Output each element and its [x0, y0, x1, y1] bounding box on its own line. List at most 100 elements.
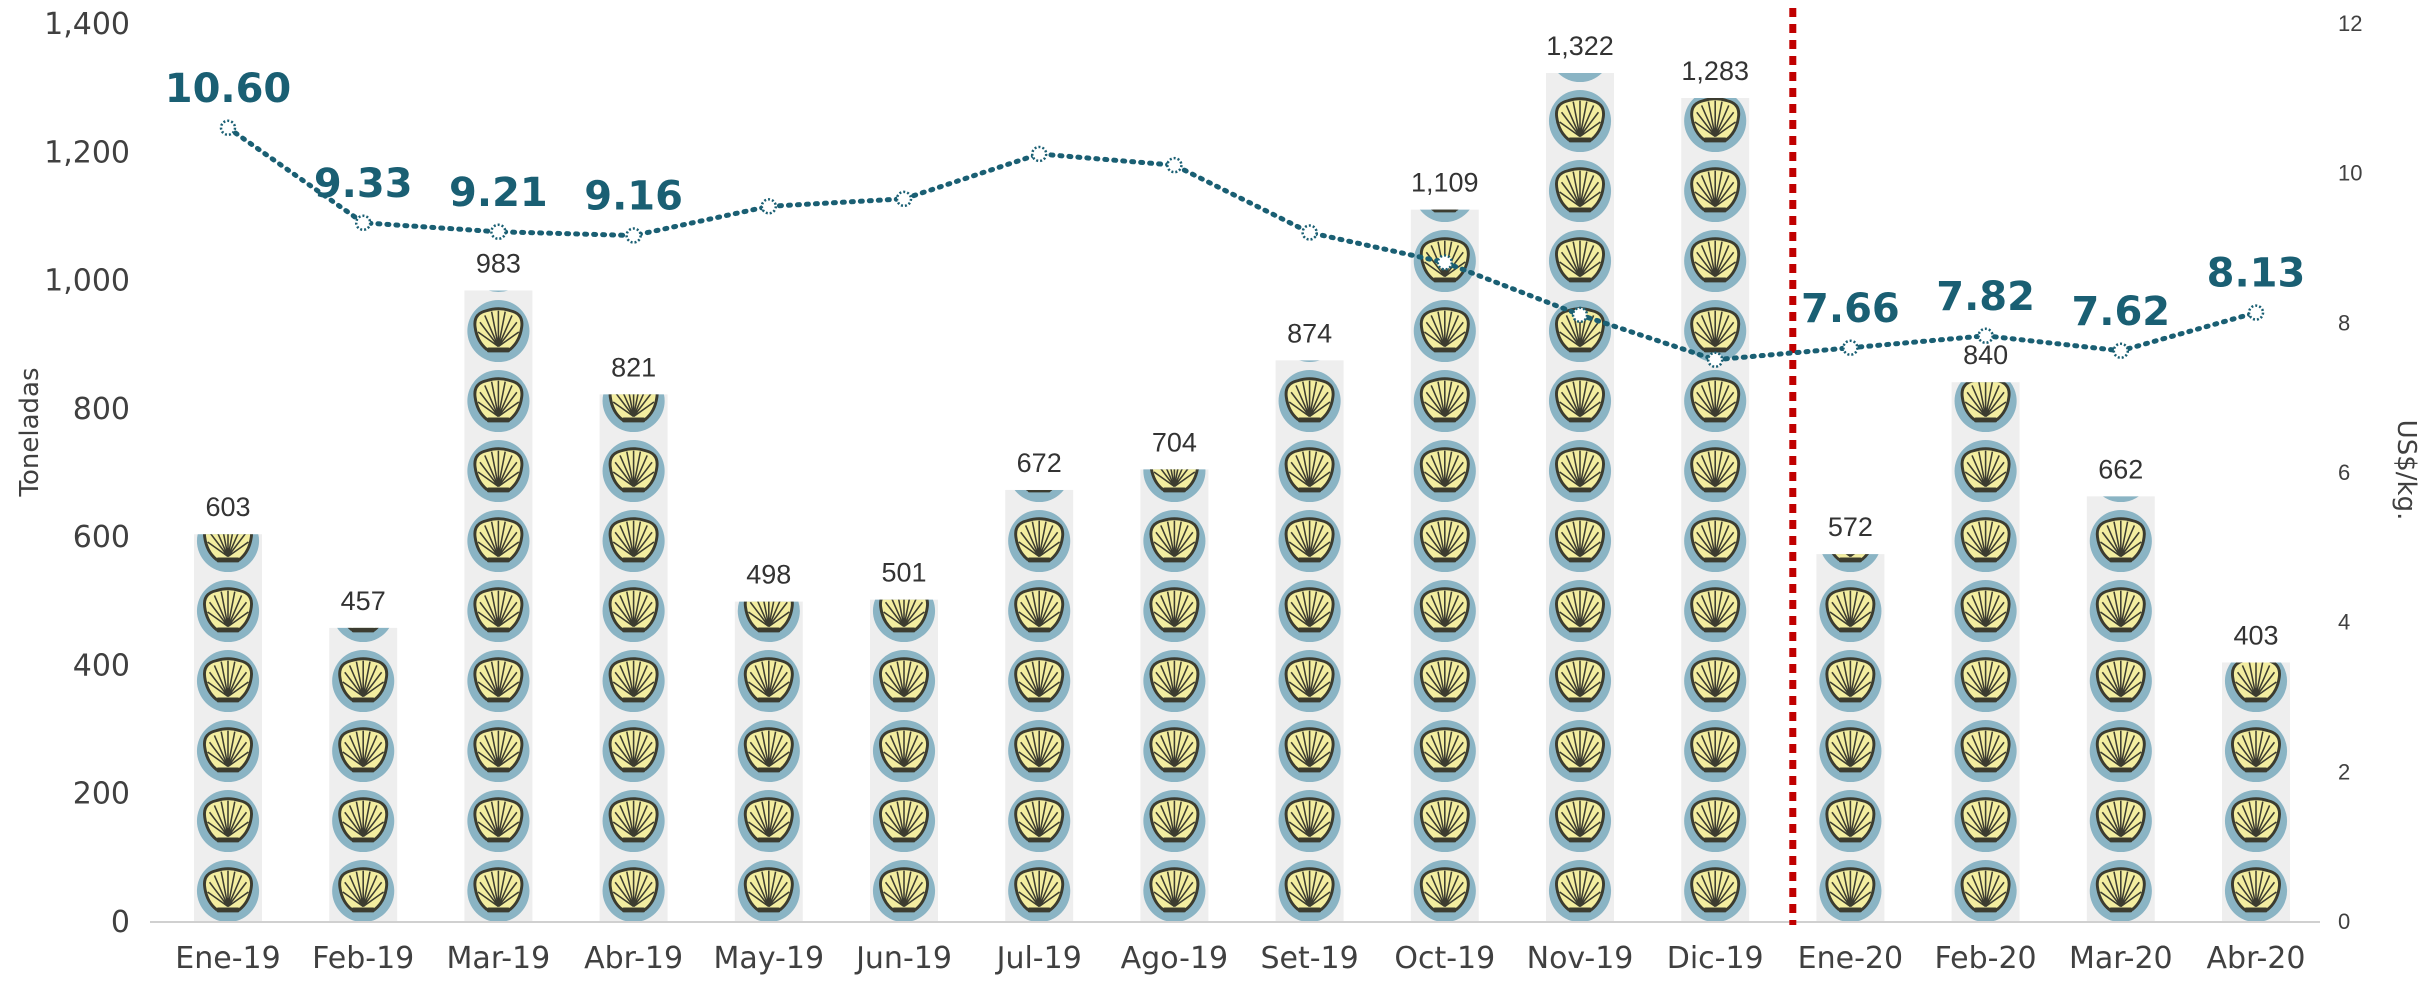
bar: 983	[464, 248, 533, 921]
y2-tick-label: 2	[2338, 759, 2350, 784]
y-tick-label: 200	[73, 777, 130, 812]
scallop-shell-icon	[601, 788, 667, 854]
scallop-shell-icon	[1277, 578, 1343, 644]
scallop-shell-icon	[2088, 858, 2154, 921]
scallop-shell-icon	[465, 648, 531, 714]
y-tick-label: 600	[73, 520, 130, 555]
bar-value-label: 1,322	[1546, 31, 1614, 61]
bar-value-label: 662	[2098, 454, 2143, 484]
shell-stack	[1953, 382, 2019, 921]
scallop-shell-icon	[1682, 228, 1748, 294]
scallop-shell-icon	[1141, 788, 1207, 854]
scallop-shell-icon	[330, 648, 396, 714]
scallop-shell-icon	[1817, 858, 1883, 921]
scallop-shell-icon	[1682, 858, 1748, 922]
bar: 1,322	[1546, 31, 1614, 921]
scallop-shell-icon	[1412, 648, 1478, 714]
bar: 672	[1005, 448, 1074, 921]
scallop-shell-icon	[1141, 648, 1207, 714]
y2-tick-label: 4	[2338, 610, 2350, 635]
line-point	[490, 223, 507, 241]
bar-value-label: 498	[746, 560, 791, 590]
x-tick-label: May-19	[714, 941, 825, 976]
scallop-shell-icon	[1817, 648, 1883, 714]
scallop-shell-icon	[1547, 228, 1613, 294]
line-point	[625, 227, 642, 244]
price-point-label: 10.60	[165, 66, 292, 112]
line-point	[354, 214, 372, 232]
scallop-shell-icon	[601, 508, 667, 574]
bar: 662	[2086, 454, 2155, 921]
bar: 403	[2222, 621, 2290, 921]
y2-axis-title: US$/kg.	[2391, 420, 2421, 521]
scallop-shell-icon	[330, 788, 396, 854]
scallop-shell-icon	[195, 648, 261, 714]
scallop-shell-icon	[736, 858, 802, 921]
x-tick-label: Feb-19	[312, 941, 414, 976]
scallop-shell-icon	[1682, 508, 1748, 574]
scallop-shell-icon	[1953, 438, 2019, 504]
bar-value-label: 672	[1017, 448, 1062, 478]
y2-tick-label: 6	[2338, 460, 2350, 485]
y-axis-title: Toneladas	[15, 368, 45, 498]
scallop-shell-icon	[1141, 508, 1207, 574]
x-tick-label: Jul-19	[995, 941, 1082, 976]
bar-value-label: 403	[2233, 621, 2278, 651]
scallop-shell-icon	[2088, 578, 2154, 644]
scallop-shell-icon	[330, 718, 396, 784]
bar-series: 603 457 983 821 498 501 672 704 874 1,109 1,322 1,2…	[194, 31, 2290, 922]
x-tick-label: Ago-19	[1121, 941, 1228, 976]
bar: 498	[734, 560, 803, 921]
x-tick-label: Mar-20	[2069, 941, 2173, 976]
line-point	[1436, 254, 1454, 271]
scallop-shell-icon	[465, 298, 531, 364]
price-point-label: 7.66	[1801, 286, 1900, 332]
scallop-shell-icon	[1682, 438, 1748, 504]
scallop-shell-icon	[1141, 858, 1207, 921]
bar-value-label: 983	[476, 248, 521, 278]
scallop-shell-icon	[1682, 718, 1748, 784]
bar-value-label: 457	[341, 586, 386, 616]
y2-tick-label: 0	[2338, 909, 2350, 934]
bar: 603	[194, 492, 262, 921]
scallop-shell-icon	[1817, 718, 1883, 784]
bar-value-label: 840	[1963, 340, 2008, 370]
scallop-shell-icon	[1682, 578, 1748, 644]
scallop-shell-icon	[1547, 578, 1613, 644]
bar-value-label: 501	[881, 558, 926, 588]
scallop-shell-icon	[1817, 788, 1883, 854]
scallop-shell-icon	[1006, 718, 1072, 784]
x-tick-label: Ene-20	[1798, 941, 1903, 976]
line-point	[760, 198, 778, 215]
scallop-shell-icon	[195, 578, 261, 644]
scallop-shell-icon	[1682, 648, 1748, 714]
bar-value-label: 1,283	[1681, 56, 1749, 86]
scallop-shell-icon	[1277, 788, 1343, 854]
scallop-shell-icon	[1682, 368, 1748, 434]
scallop-shell-icon	[1547, 368, 1613, 434]
scallop-shell-icon	[1412, 788, 1478, 854]
bar: 457	[329, 586, 398, 921]
line-point	[1571, 306, 1589, 324]
scallop-shell-icon	[2088, 508, 2154, 574]
scallop-shell-icon	[1682, 788, 1748, 854]
x-tick-label: Set-19	[1260, 941, 1358, 976]
line-point	[895, 190, 913, 208]
scallop-shell-icon	[1412, 298, 1478, 364]
scallop-shell-icon	[871, 788, 937, 854]
price-point-label: 7.82	[1936, 274, 2035, 320]
x-axis-ticks: Ene-19 Feb-19 Mar-19 Abr-19 May-19 Jun-19 Jul-…	[175, 941, 2305, 976]
price-point-label: 9.33	[314, 161, 413, 207]
price-line-series: 10.60 9.33 9.21 9.16 7.66 7.82 7.62 8.13	[165, 66, 2305, 368]
x-tick-label: Oct-19	[1394, 941, 1495, 976]
bar-value-label: 572	[1828, 512, 1873, 542]
scallop-shell-icon	[1412, 508, 1478, 574]
scallop-shell-icon	[1953, 382, 2019, 434]
bar-value-label: 603	[205, 492, 250, 522]
scallop-shell-icon	[2088, 718, 2154, 784]
shell-stack	[1277, 360, 1343, 921]
scallop-shell-icon	[871, 718, 937, 784]
scallop-shell-icon	[736, 788, 802, 854]
scallop-shell-icon	[601, 648, 667, 714]
